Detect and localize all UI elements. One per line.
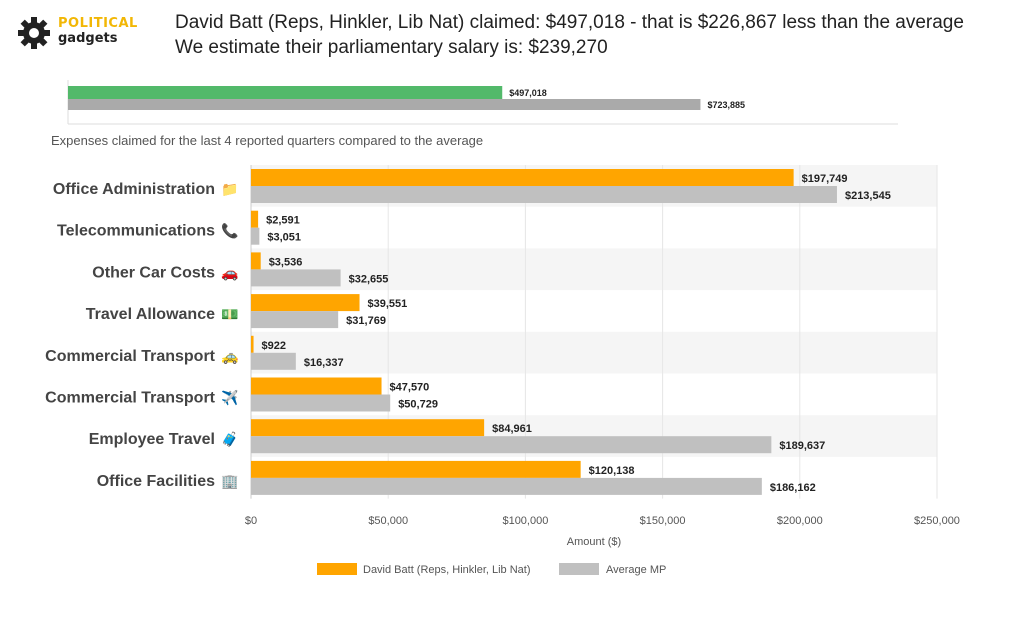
category-label: Telecommunications <box>57 223 215 240</box>
bar-value-label: $922 <box>262 340 286 352</box>
chart-subtitle: Expenses claimed for the last 4 reported… <box>51 133 484 148</box>
category-icon: 💵 <box>221 306 238 322</box>
category-label: Commercial Transport <box>45 390 216 407</box>
bar-average <box>251 436 772 454</box>
bar-value-label: $50,729 <box>398 399 438 411</box>
x-tick-label: $150,000 <box>640 515 686 527</box>
bar-value-label: $186,162 <box>770 482 816 494</box>
bar-member <box>251 460 581 478</box>
bar-value-label: $213,545 <box>845 190 891 202</box>
bar-value-label: $3,536 <box>269 256 303 268</box>
legend-label: David Batt (Reps, Hinkler, Lib Nat) <box>363 564 531 576</box>
bar-average <box>251 269 341 287</box>
gear-icon <box>18 17 50 49</box>
summary-bar <box>68 99 701 110</box>
category-icon: 🧳 <box>221 431 238 448</box>
headline-claimed: David Batt (Reps, Hinkler, Lib Nat) clai… <box>175 12 964 33</box>
bar-value-label: $16,337 <box>304 357 344 369</box>
bar-value-label: $189,637 <box>779 440 825 452</box>
bar-average <box>251 394 391 412</box>
category-icon: 🚗 <box>221 264 238 281</box>
x-tick-label: $200,000 <box>777 515 823 527</box>
bar-value-label: $47,570 <box>390 382 430 394</box>
bar-average <box>251 352 296 370</box>
bar-member <box>251 169 794 186</box>
row-band <box>251 331 937 374</box>
brand-line2: gadgets <box>58 31 118 46</box>
legend-swatch <box>317 563 357 575</box>
bar-member <box>251 210 259 228</box>
category-label: Commercial Transport <box>45 348 216 365</box>
bar-average <box>251 227 260 245</box>
category-icon: 📞 <box>221 222 239 240</box>
bar-value-label: $32,655 <box>349 273 389 285</box>
category-icon: 🚕 <box>221 348 238 365</box>
category-label: Office Administration <box>53 181 215 198</box>
legend-swatch <box>559 563 599 575</box>
category-icon: 📁 <box>221 181 238 197</box>
category-label: Other Car Costs <box>92 264 215 281</box>
brand-line1: POLITICAL <box>58 16 138 31</box>
category-label: Employee Travel <box>89 431 215 448</box>
row-band <box>251 248 937 291</box>
category-label: Office Facilities <box>97 473 215 490</box>
bar-member <box>251 294 360 312</box>
summary-bar <box>68 86 503 100</box>
bar-value-label: $3,051 <box>267 232 301 244</box>
headline: David Batt (Reps, Hinkler, Lib Nat) clai… <box>175 10 964 60</box>
bar-member <box>251 252 261 270</box>
bar-average <box>251 186 837 203</box>
x-tick-label: $250,000 <box>914 515 960 527</box>
x-tick-label: $100,000 <box>502 515 548 527</box>
bar-member <box>251 377 382 395</box>
bar-member <box>251 335 254 353</box>
headline-salary: We estimate their parliamentary salary i… <box>175 37 608 58</box>
x-axis-label: Amount ($) <box>567 536 621 548</box>
category-icon: ✈️ <box>221 389 239 407</box>
category-icon: 🏢 <box>221 473 238 490</box>
summary-bar-label: $723,885 <box>707 100 745 110</box>
summary-chart: $497,018 $723,885 <box>67 80 898 125</box>
legend-label: Average MP <box>606 564 666 576</box>
x-tick-label: $50,000 <box>368 515 408 527</box>
bar-value-label: $31,769 <box>346 315 386 327</box>
bar-value-label: $84,961 <box>492 423 532 435</box>
bar-value-label: $2,591 <box>266 215 300 227</box>
bar-average <box>251 311 339 329</box>
bar-value-label: $120,138 <box>589 465 635 477</box>
bar-average <box>251 477 762 495</box>
brand-logo: POLITICAL gadgets <box>18 14 148 52</box>
bar-value-label: $39,551 <box>368 298 408 310</box>
x-tick-label: $0 <box>245 515 257 527</box>
bar-member <box>251 419 485 437</box>
bar-value-label: $197,749 <box>802 173 848 185</box>
category-label: Travel Allowance <box>86 306 215 323</box>
summary-bar-label: $497,018 <box>509 88 547 98</box>
